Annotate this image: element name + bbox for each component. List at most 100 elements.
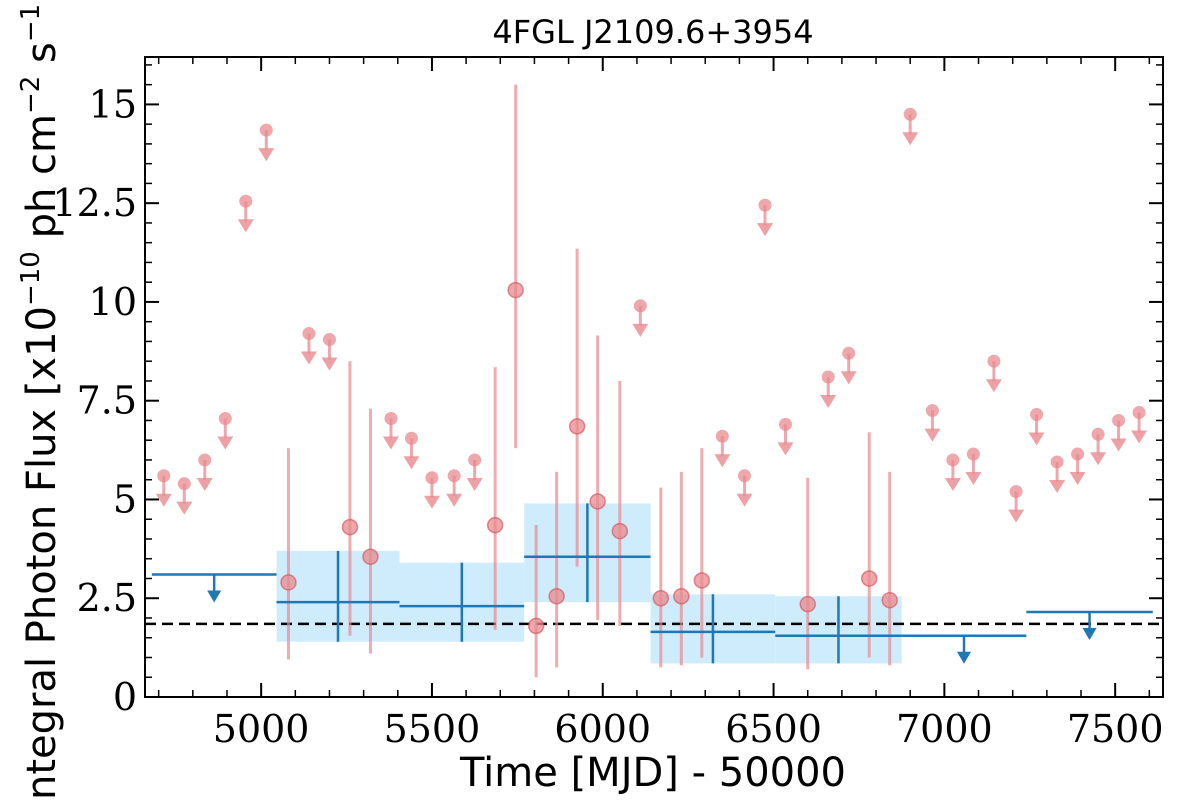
short-detection-point: [280, 574, 297, 591]
short-upper-limit-arrow: [382, 436, 399, 450]
short-detection-point: [881, 591, 898, 609]
y-tick-label: 10: [89, 280, 137, 324]
short-detection-point: [589, 493, 606, 510]
x-tick-label: 5000: [213, 707, 310, 751]
x-tick-label: 6500: [725, 707, 822, 751]
short-upper-limit-arrow: [777, 442, 794, 456]
short-upper-limit-arrow: [632, 323, 649, 337]
short-detection-point: [527, 617, 545, 635]
short-detection-point: [652, 589, 670, 607]
x-axis-label: Time [MJD] - 50000: [459, 750, 846, 796]
y-axis-label-exp1: −10: [16, 251, 46, 306]
short-upper-limit-marker: [821, 370, 835, 384]
short-detection-point: [673, 588, 690, 605]
short-upper-limit-marker: [633, 299, 647, 313]
short-upper-limit-marker: [157, 469, 171, 483]
short-upper-limit-marker: [738, 469, 752, 483]
short-upper-limit-marker: [177, 477, 191, 491]
short-upper-limit-marker: [715, 429, 729, 443]
short-upper-limit-arrow: [176, 501, 193, 515]
short-upper-limit-arrow: [902, 132, 919, 146]
long-bin-points: [151, 503, 1153, 664]
short-upper-limit-arrow: [736, 493, 753, 507]
short-upper-limit-marker: [218, 411, 232, 425]
short-upper-limit-marker: [322, 332, 336, 346]
y-tick-label: 12.5: [52, 181, 137, 225]
short-upper-limit-marker: [425, 471, 439, 485]
short-upper-limit-marker: [1050, 455, 1064, 469]
y-axis-label: Integral Photon Flux [x10−10 ph cm−2 s−1…: [16, 0, 65, 800]
short-bin-points: [155, 84, 1148, 678]
short-upper-limit-marker: [1112, 413, 1126, 427]
short-upper-limit-marker: [779, 417, 793, 431]
short-upper-limit-marker: [1091, 427, 1105, 441]
short-upper-limit-marker: [903, 107, 917, 121]
y-tick-label: 0: [113, 675, 137, 719]
x-tick-label: 7000: [896, 707, 993, 751]
short-upper-limit-marker: [1132, 406, 1146, 420]
x-tick-label: 5500: [384, 707, 481, 751]
axis-ticks: 5000 5500 6000 6500 7000 7500 0 2.5 5 7.5 10 12.5 15: [52, 57, 1164, 751]
y-tick-label: 15: [89, 82, 137, 126]
short-upper-limit-arrow: [258, 148, 275, 162]
plot-frame: [144, 56, 1164, 698]
short-upper-limit-arrow: [321, 357, 338, 371]
short-upper-limit-marker: [259, 123, 273, 137]
short-upper-limit-arrow: [1049, 479, 1066, 493]
short-upper-limit-arrow: [1131, 430, 1148, 444]
x-tick-label: 7500: [1067, 707, 1164, 751]
short-upper-limit-arrow: [985, 379, 1002, 393]
short-upper-limit-arrow: [944, 477, 961, 491]
short-upper-limit-marker: [946, 453, 960, 467]
short-detection-point: [548, 588, 565, 605]
short-upper-limit-arrow: [403, 456, 420, 470]
short-upper-limit-arrow: [423, 495, 440, 509]
short-upper-limit-marker: [302, 327, 316, 341]
short-upper-limit-arrow: [1069, 472, 1086, 486]
x-tick-label: 6000: [554, 707, 651, 751]
short-detection-point: [799, 595, 816, 613]
short-upper-limit-marker: [404, 431, 418, 445]
short-upper-limit-marker: [758, 198, 772, 212]
y-axis-label-exp3: −1: [16, 4, 46, 42]
short-upper-limit-arrow: [1028, 432, 1045, 446]
short-detection-point: [486, 516, 504, 534]
y-axis-label-end: ]: [19, 0, 65, 4]
short-upper-limit-arrow: [1090, 452, 1107, 466]
short-upper-limit-marker: [842, 346, 856, 360]
short-upper-limit-arrow: [155, 493, 172, 507]
y-tick-label: 5: [113, 477, 137, 521]
short-upper-limit-arrow: [466, 477, 483, 491]
y-axis-label-mid2: s: [19, 42, 65, 76]
long-upper-limit-arrow: [957, 651, 972, 664]
short-detection-point: [568, 418, 586, 435]
short-upper-limit-arrow: [300, 351, 317, 365]
short-upper-limit-marker: [239, 194, 253, 208]
short-upper-limit-marker: [987, 354, 1001, 368]
short-upper-limit-arrow: [1110, 438, 1127, 452]
short-upper-limit-arrow: [840, 371, 857, 385]
short-upper-limit-arrow: [1008, 509, 1025, 523]
short-upper-limit-arrow: [965, 472, 982, 486]
y-axis-label-exp2: −2: [16, 76, 46, 114]
short-upper-limit-marker: [447, 469, 461, 483]
short-upper-limit-arrow: [924, 428, 941, 442]
short-detection-point: [611, 522, 629, 540]
short-upper-limit-arrow: [820, 395, 837, 408]
long-upper-limit-arrow: [207, 590, 222, 603]
short-upper-limit-arrow: [714, 454, 731, 468]
short-upper-limit-arrow: [196, 477, 213, 491]
short-detection-point: [507, 281, 524, 299]
short-detection-point: [362, 548, 379, 566]
short-upper-limit-arrow: [217, 436, 234, 450]
short-upper-limit-marker: [198, 453, 212, 467]
chart-title: 4FGL J2109.6+3954: [492, 13, 813, 51]
long-upper-limit-arrow: [1082, 628, 1097, 641]
y-axis-label-mid: ph cm: [19, 114, 65, 251]
short-upper-limit-marker: [925, 404, 939, 418]
short-upper-limit-marker: [966, 447, 980, 461]
y-tick-label: 2.5: [77, 576, 137, 620]
short-upper-limit-arrow: [237, 219, 254, 233]
short-upper-limit-marker: [1071, 447, 1085, 461]
